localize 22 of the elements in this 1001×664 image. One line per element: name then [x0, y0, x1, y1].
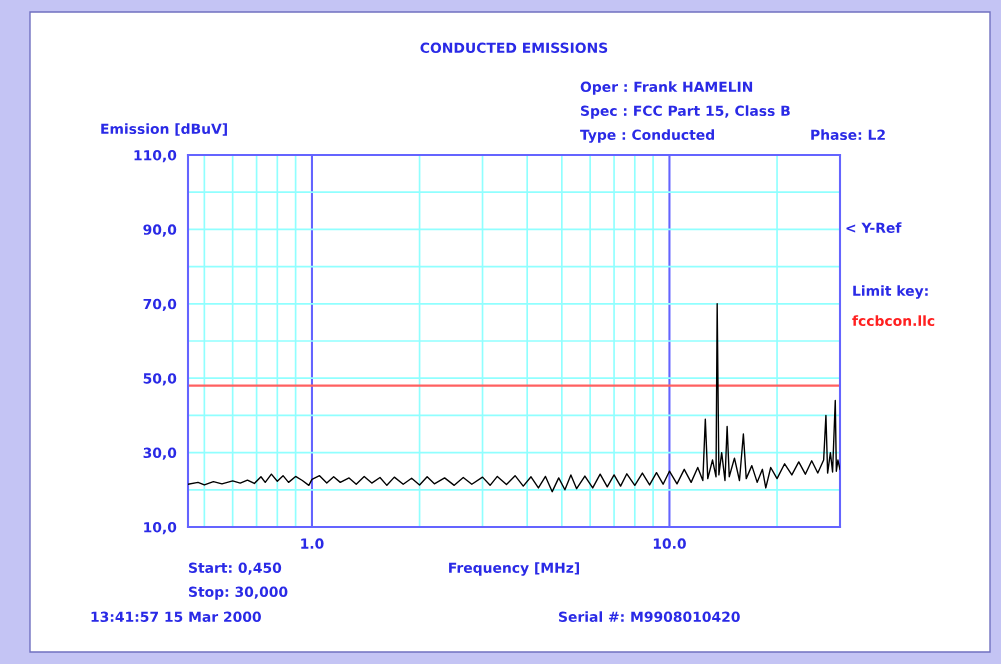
y-tick-label: 30,0	[143, 447, 177, 460]
y-tick-label: 90,0	[143, 224, 177, 237]
y-tick-label: 50,0	[143, 373, 177, 386]
chart-title: CONDUCTED EMISSIONS	[420, 42, 608, 54]
text: Limit key:	[853, 285, 928, 299]
y-axis-title: Emission [dBuV]	[101, 123, 227, 136]
y-tick-label: 70,0	[143, 298, 177, 312]
x-tick-label: 1.0	[301, 538, 324, 549]
text: Oper : Frank HAMELIN	[580, 81, 753, 95]
x-axis-title: Frequency [MHz]	[449, 562, 579, 576]
text: Serial #: M9908010420	[559, 611, 740, 623]
y-tick-label: 10,0	[144, 521, 177, 535]
text: Type : Conducted	[580, 129, 714, 143]
text: 13:41:57 15 Mar 2000	[91, 611, 261, 623]
text: Start: 0,450	[189, 562, 282, 575]
x-tick-label: 10.0	[653, 538, 686, 549]
text: Spec : FCC Part 15, Class B	[581, 105, 790, 119]
text: Stop: 30,000	[189, 586, 288, 600]
text: Phase: L2	[811, 129, 885, 141]
text: fccbcon.llc	[852, 315, 935, 327]
text: < Y-Ref	[846, 222, 902, 234]
y-tick-label: 110,0	[134, 149, 177, 163]
